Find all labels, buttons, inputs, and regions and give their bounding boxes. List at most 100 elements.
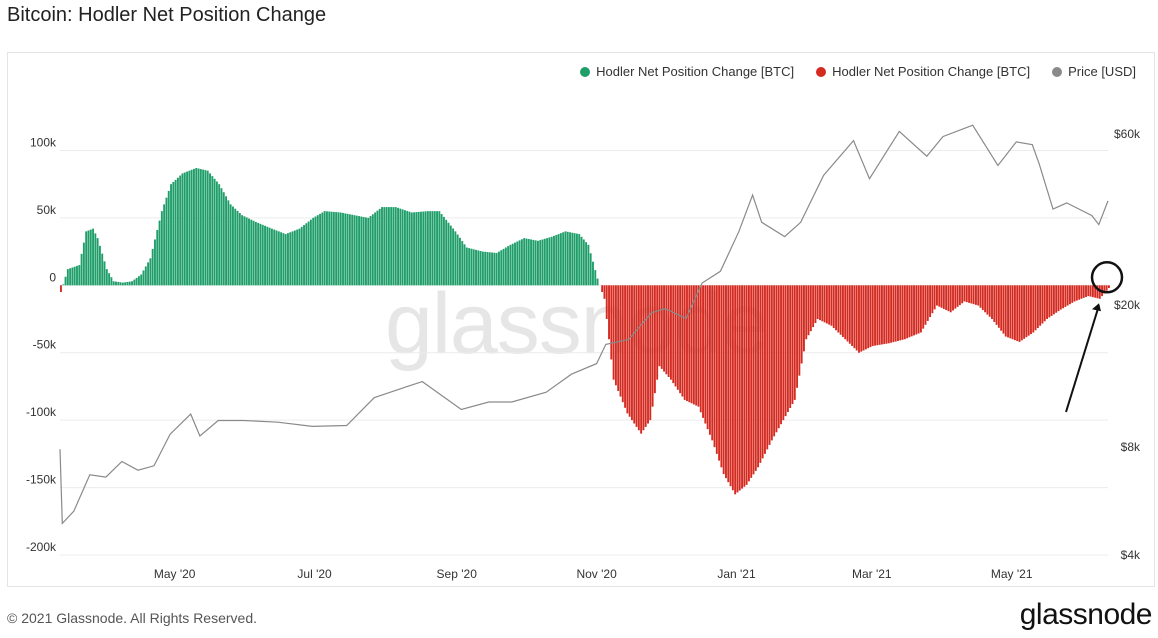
bar-negative bbox=[874, 285, 876, 346]
bar-negative bbox=[1091, 285, 1094, 298]
bar-negative bbox=[991, 285, 993, 320]
bar-negative bbox=[715, 285, 718, 454]
x-tick-label: Jan '21 bbox=[717, 567, 756, 581]
left-tick-label: 50k bbox=[37, 203, 57, 217]
bar-positive bbox=[199, 169, 202, 286]
bar-negative bbox=[1085, 285, 1087, 297]
bar-positive bbox=[580, 236, 583, 286]
bar-negative bbox=[770, 285, 773, 441]
x-tick-label: May '21 bbox=[991, 567, 1033, 581]
bar-positive bbox=[335, 212, 338, 286]
bar-positive bbox=[514, 242, 516, 286]
bar-positive bbox=[188, 170, 191, 286]
bar-negative bbox=[1048, 285, 1051, 318]
bar-negative bbox=[683, 285, 686, 400]
x-tick-label: May '20 bbox=[154, 567, 196, 581]
bar-negative bbox=[860, 285, 863, 352]
bar-negative bbox=[708, 285, 711, 435]
bar-negative bbox=[720, 285, 723, 468]
bar-negative bbox=[674, 285, 677, 387]
bar-positive bbox=[438, 211, 441, 286]
legend-item-price[interactable]: Price [USD] bbox=[1052, 64, 1136, 79]
bar-negative bbox=[940, 285, 943, 308]
bar-positive bbox=[330, 211, 333, 286]
copyright-text: © 2021 Glassnode. All Rights Reserved. bbox=[7, 610, 258, 626]
bar-positive bbox=[179, 175, 182, 286]
bar-positive bbox=[397, 207, 399, 286]
bar-negative bbox=[633, 285, 636, 424]
right-tick-label: $8k bbox=[1121, 440, 1141, 454]
bar-positive bbox=[321, 212, 324, 286]
chart-frame bbox=[7, 52, 1155, 587]
bar-positive bbox=[578, 234, 581, 286]
bar-negative bbox=[1094, 285, 1097, 298]
bar-negative bbox=[624, 285, 627, 408]
bar-positive bbox=[69, 268, 72, 286]
left-tick-label: 0 bbox=[49, 270, 56, 284]
bar-positive bbox=[452, 228, 455, 286]
bar-positive bbox=[80, 253, 83, 286]
bar-positive bbox=[225, 196, 228, 286]
bar-positive bbox=[433, 211, 436, 286]
bar-negative bbox=[773, 285, 776, 437]
legend-item-positive[interactable]: Hodler Net Position Change [BTC] bbox=[580, 64, 794, 79]
bar-positive bbox=[530, 239, 533, 286]
bar-positive bbox=[376, 210, 379, 286]
bar-negative bbox=[653, 285, 656, 394]
left-tick-label: -150k bbox=[26, 473, 57, 487]
bar-negative bbox=[1064, 285, 1067, 307]
bar-positive bbox=[154, 239, 156, 286]
bar-negative bbox=[835, 285, 838, 331]
bar-positive bbox=[245, 217, 248, 286]
bar-negative bbox=[1066, 285, 1069, 306]
bar-positive bbox=[209, 173, 211, 286]
bar-positive bbox=[131, 281, 133, 286]
bar-negative bbox=[1016, 285, 1019, 342]
bar-positive bbox=[445, 219, 448, 286]
bar-positive bbox=[300, 226, 303, 286]
bar-positive bbox=[328, 211, 331, 286]
bar-positive bbox=[383, 207, 386, 286]
legend-item-negative[interactable]: Hodler Net Position Change [BTC] bbox=[816, 64, 1030, 79]
bar-negative bbox=[1071, 285, 1074, 303]
bar-negative bbox=[644, 285, 647, 427]
bar-negative bbox=[1020, 285, 1023, 341]
bar-negative bbox=[603, 285, 606, 299]
bar-negative bbox=[1011, 285, 1014, 340]
bar-negative bbox=[1032, 285, 1035, 333]
bar-positive bbox=[461, 241, 464, 286]
bar-positive bbox=[571, 232, 574, 286]
bar-negative bbox=[766, 285, 769, 450]
bar-negative bbox=[942, 285, 945, 309]
bar-positive bbox=[181, 173, 184, 286]
bar-positive bbox=[360, 216, 363, 286]
bar-negative bbox=[690, 285, 693, 404]
bar-negative bbox=[1030, 285, 1032, 335]
bar-positive bbox=[241, 215, 244, 286]
bar-positive bbox=[66, 269, 69, 286]
bar-negative bbox=[837, 285, 840, 333]
bar-negative bbox=[812, 285, 815, 328]
bar-positive bbox=[569, 232, 571, 286]
bar-negative bbox=[949, 285, 952, 313]
bar-negative bbox=[839, 285, 842, 335]
bar-positive bbox=[486, 252, 489, 286]
bar-negative bbox=[954, 285, 957, 309]
bar-positive bbox=[541, 239, 544, 286]
bar-negative bbox=[734, 285, 737, 495]
bar-negative bbox=[894, 285, 897, 342]
bar-negative bbox=[814, 285, 817, 324]
bar-positive bbox=[498, 251, 500, 286]
bar-negative bbox=[958, 285, 961, 306]
bar-negative bbox=[1059, 285, 1062, 310]
bar-negative bbox=[711, 285, 714, 441]
bar-negative bbox=[1000, 285, 1003, 331]
bar-negative bbox=[993, 285, 996, 322]
right-tick-label: $20k bbox=[1114, 298, 1141, 312]
bar-negative bbox=[938, 285, 941, 307]
bar-positive bbox=[394, 207, 397, 286]
bar-positive bbox=[252, 220, 255, 286]
bar-negative bbox=[713, 285, 716, 448]
bar-negative bbox=[986, 285, 989, 315]
bar-negative bbox=[725, 285, 727, 479]
